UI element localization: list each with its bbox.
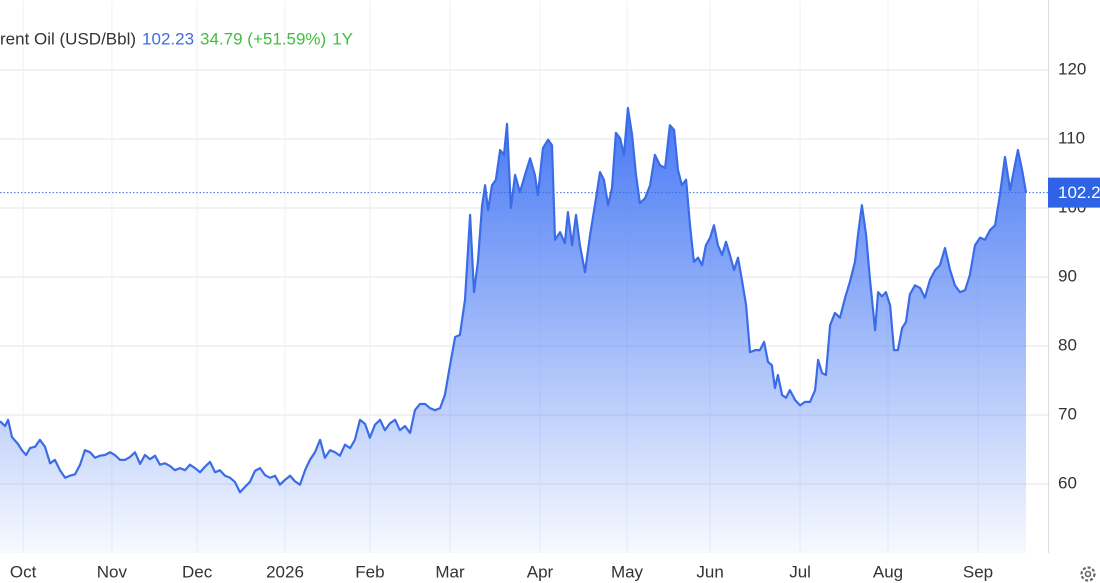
- y-tick-label: 70: [1058, 404, 1077, 423]
- y-tick-label: 120: [1058, 59, 1086, 78]
- last-price-box: [1048, 177, 1100, 208]
- header-change: 34.79 (+51.59%): [200, 29, 326, 48]
- price-line: [0, 106, 1028, 494]
- x-tick-label: Oct: [10, 562, 37, 581]
- x-tick-label: Jul: [789, 562, 811, 581]
- x-tick-label: Jun: [696, 562, 723, 581]
- x-tick-label: Nov: [97, 562, 128, 581]
- x-tick-label: Mar: [435, 562, 465, 581]
- x-tick-label: Apr: [527, 562, 554, 581]
- last-price-label: 102.23: [1058, 183, 1100, 202]
- x-tick-label: Sep: [963, 562, 993, 581]
- axes: 60708090100110120OctNovDec2026FebMarAprM…: [10, 0, 1100, 581]
- y-tick-label: 80: [1058, 335, 1077, 354]
- plot: [0, 106, 1050, 553]
- header-period: 1Y: [332, 29, 353, 48]
- settings-icon[interactable]: [1080, 566, 1096, 582]
- y-tick-label: 60: [1058, 473, 1077, 492]
- x-tick-label: 2026: [266, 562, 304, 581]
- x-tick-label: Aug: [873, 562, 903, 581]
- x-tick-label: May: [611, 562, 644, 581]
- x-tick-label: Dec: [182, 562, 213, 581]
- area: [0, 107, 1026, 553]
- y-tick-label: 110: [1058, 128, 1085, 147]
- y-tick-label: 90: [1058, 266, 1077, 285]
- x-tick-label: Feb: [355, 562, 384, 581]
- header-price: 102.23: [142, 29, 194, 48]
- chart-title: rent Oil (USD/Bbl): [0, 29, 136, 48]
